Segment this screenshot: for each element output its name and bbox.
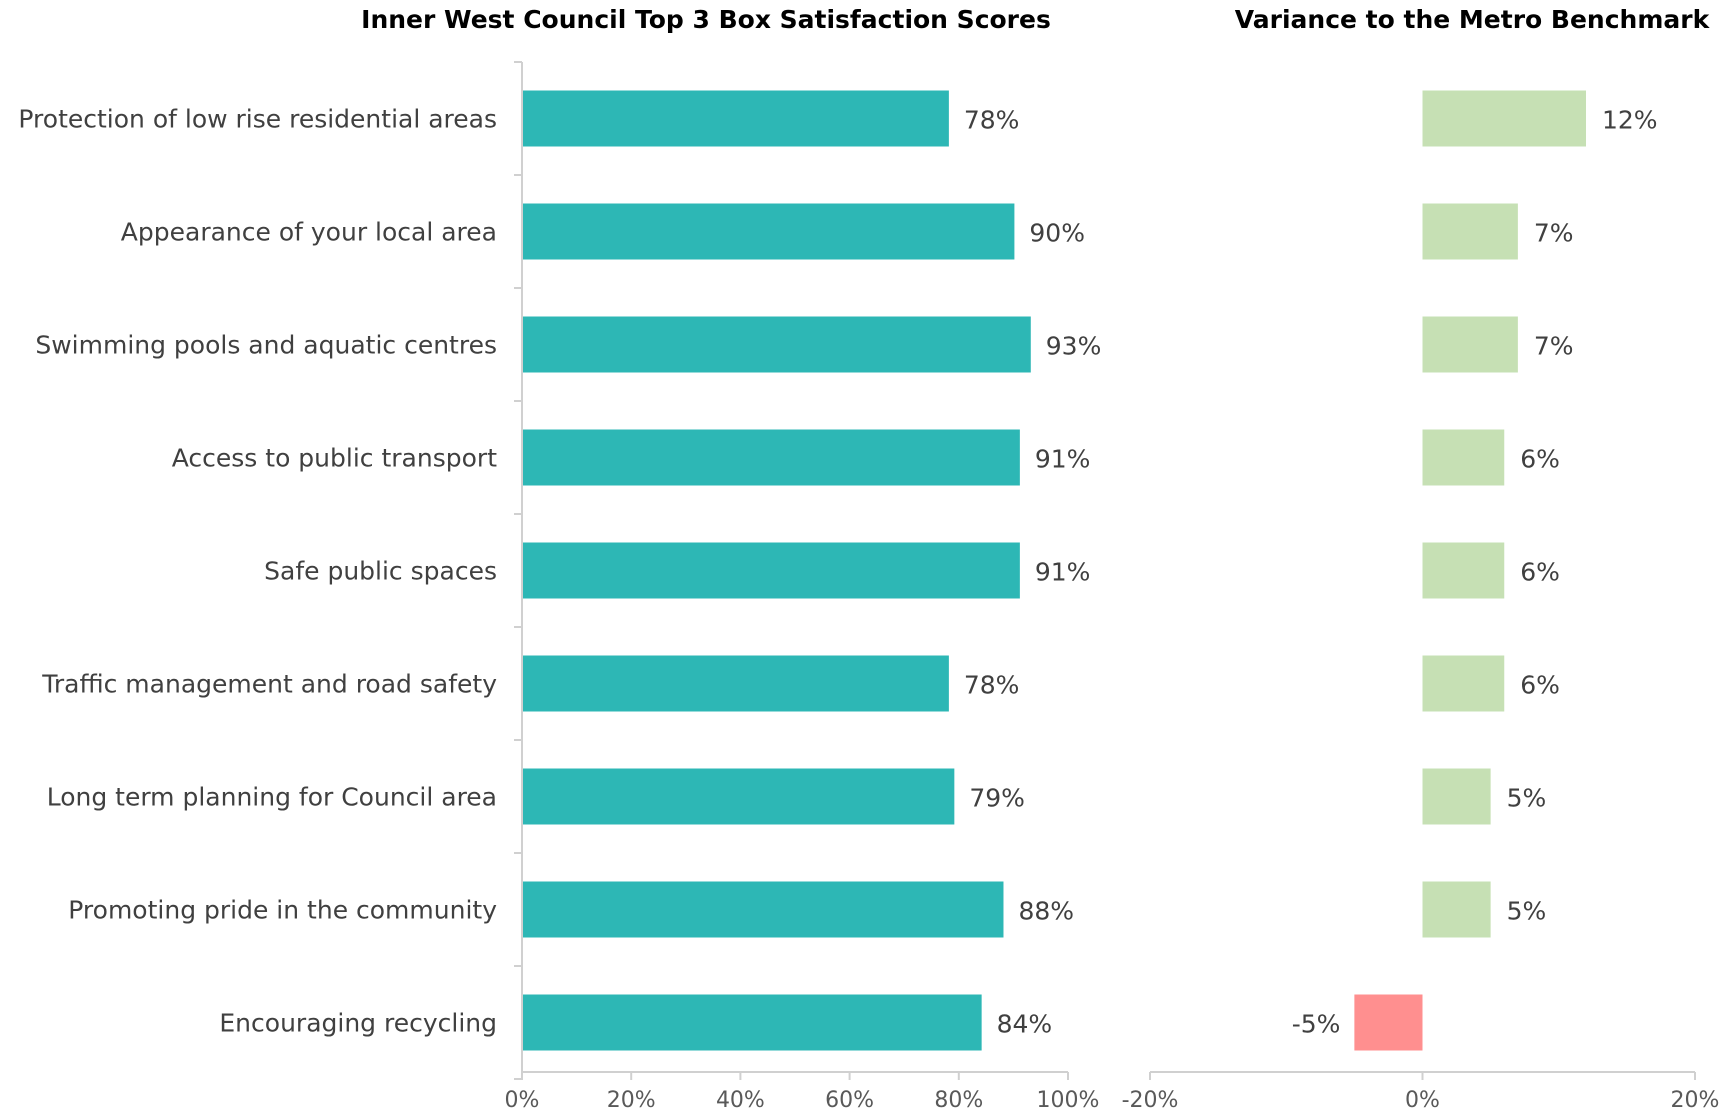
right-chart-title: Variance to the Metro Benchmark: [1235, 5, 1711, 34]
category-label: Appearance of your local area: [121, 218, 497, 247]
satisfaction-bar: [523, 881, 1004, 938]
variance-bar-positive: [1422, 655, 1505, 712]
right-tick-label: 0%: [1405, 1088, 1440, 1113]
satisfaction-data-label: 88%: [1018, 897, 1074, 926]
variance-bar-positive: [1422, 316, 1518, 373]
satisfaction-bar: [523, 994, 982, 1051]
satisfaction-bar: [523, 655, 949, 712]
left-tick-label: 100%: [1037, 1088, 1100, 1113]
satisfaction-data-label: 84%: [997, 1010, 1053, 1039]
variance-data-label: 7%: [1534, 332, 1574, 361]
satisfaction-data-label: 93%: [1046, 332, 1102, 361]
variance-data-label: 6%: [1520, 558, 1560, 587]
variance-bar-positive: [1422, 90, 1586, 147]
variance-bar-negative: [1354, 994, 1423, 1051]
category-label: Safe public spaces: [264, 557, 497, 586]
right-chart: -20% 0% 20% 12% 7% 7% 6% 6% 6% 5% 5% -5%: [1122, 90, 1720, 1113]
variance-bar-positive: [1422, 429, 1505, 486]
left-tick-label: 60%: [825, 1088, 874, 1113]
satisfaction-data-label: 78%: [964, 106, 1020, 135]
category-label: Long term planning for Council area: [47, 783, 497, 812]
right-tick-label: 20%: [1671, 1088, 1720, 1113]
variance-data-label: 5%: [1507, 897, 1547, 926]
left-chart: 0% 20% 40% 60% 80% 100% Protection of low rise…: [18, 61, 1102, 1113]
variance-data-label: 12%: [1602, 106, 1658, 135]
category-label: Protection of low rise residential areas: [18, 105, 497, 134]
variance-bar-positive: [1422, 542, 1505, 599]
left-tick-label: 20%: [607, 1088, 656, 1113]
category-label: Encouraging recycling: [219, 1009, 497, 1038]
satisfaction-data-label: 78%: [964, 671, 1020, 700]
left-chart-title: Inner West Council Top 3 Box Satisfactio…: [361, 5, 1051, 34]
category-label: Promoting pride in the community: [68, 896, 497, 925]
variance-bar-positive: [1422, 881, 1491, 938]
variance-data-label: -5%: [1292, 1010, 1341, 1039]
variance-data-label: 6%: [1520, 671, 1560, 700]
variance-data-label: 6%: [1520, 445, 1560, 474]
left-tick-label: 40%: [716, 1088, 765, 1113]
satisfaction-bar: [523, 90, 949, 147]
variance-data-label: 7%: [1534, 219, 1574, 248]
variance-bar-positive: [1422, 768, 1491, 825]
category-label: Traffic management and road safety: [41, 670, 497, 699]
satisfaction-bar: [523, 316, 1031, 373]
left-tick-label: 0%: [505, 1088, 540, 1113]
satisfaction-data-label: 90%: [1029, 219, 1085, 248]
satisfaction-data-label: 79%: [969, 784, 1025, 813]
category-label: Swimming pools and aquatic centres: [35, 331, 497, 360]
right-tick-label: -20%: [1122, 1088, 1179, 1113]
category-label: Access to public transport: [172, 444, 497, 473]
variance-bar-positive: [1422, 203, 1518, 260]
satisfaction-bar: [523, 768, 955, 825]
satisfaction-data-label: 91%: [1035, 445, 1091, 474]
satisfaction-bar: [523, 203, 1015, 260]
left-tick-label: 80%: [934, 1088, 983, 1113]
satisfaction-data-label: 91%: [1035, 558, 1091, 587]
satisfaction-bar: [523, 429, 1020, 486]
variance-data-label: 5%: [1507, 784, 1547, 813]
satisfaction-bar: [523, 542, 1020, 599]
